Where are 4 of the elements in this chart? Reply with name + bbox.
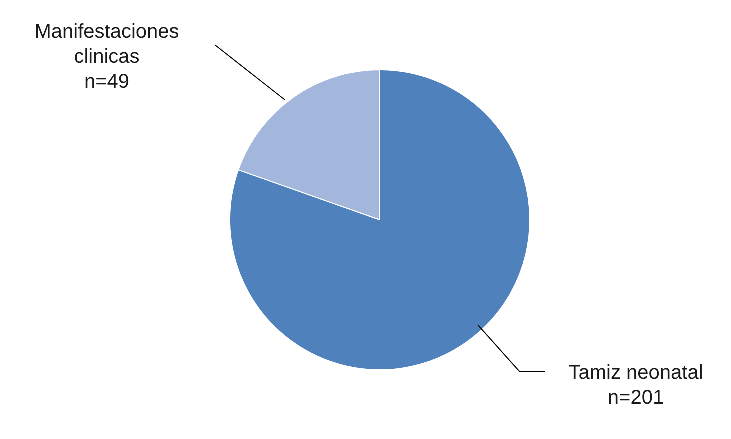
slice-label: Tamiz neonatal [568, 362, 704, 384]
data-label: n=201 [608, 387, 664, 409]
pie-slice [230, 70, 530, 370]
data-label: n=49 [84, 71, 130, 93]
